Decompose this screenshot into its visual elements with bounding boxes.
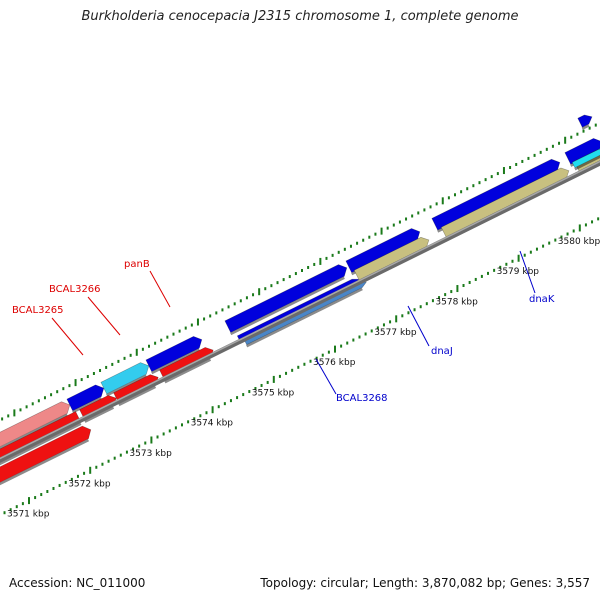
- tick-label: 3577 kbp: [374, 328, 417, 338]
- map-title: Burkholderia cenocepacia J2315 chromosom…: [81, 9, 519, 24]
- gene-features: [0, 114, 600, 488]
- gene-bcal3266-a-shadow: [72, 396, 102, 414]
- backbone-line: [0, 160, 600, 463]
- tick-label: 3574 kbp: [191, 419, 234, 429]
- tick-label: 3571 kbp: [7, 510, 50, 520]
- gene-rev-3572-shadow: [0, 422, 82, 466]
- gene-label[interactable]: dnaJ: [431, 346, 453, 357]
- gene-label-leader: [519, 250, 536, 294]
- outer-tick-track: [1, 123, 597, 421]
- gene-label[interactable]: BCAL3265: [12, 305, 64, 316]
- gene-bcal3266[interactable]: [100, 362, 150, 395]
- gene-bcal3268-shadow: [246, 287, 363, 348]
- gene-rev-lower[interactable]: [0, 425, 92, 488]
- gene-bcal3266-a[interactable]: [66, 384, 105, 412]
- gene-label[interactable]: panB: [124, 259, 150, 270]
- gene-dnaj-upstream-shadow: [230, 276, 345, 336]
- gene-panb-shadow: [151, 348, 200, 375]
- backbone: [0, 160, 600, 463]
- tick-label: 3573 kbp: [129, 449, 172, 459]
- gene-panb[interactable]: [145, 336, 203, 373]
- gene-dnaj-upstream[interactable]: [224, 264, 348, 333]
- gene-rev-3573-shadow: [84, 406, 115, 423]
- gene-edge-shadow: [581, 124, 590, 130]
- gene-label-leader: [87, 296, 121, 336]
- gene-bcal3265-shadow: [0, 413, 68, 450]
- gene-dnak[interactable]: [440, 167, 570, 239]
- tick-label: 3580 kbp: [558, 237, 600, 247]
- gene-labels: BCAL3265 BCAL3266 panB BCAL3268 dnaJ dnaK: [12, 250, 555, 404]
- tick-label: 3572 kbp: [68, 479, 111, 489]
- gene-label[interactable]: dnaK: [529, 294, 555, 305]
- accession-text: Accession: NC_011000: [9, 576, 146, 590]
- gene-label-leader: [149, 270, 171, 308]
- tick-label: 3576 kbp: [313, 358, 356, 368]
- tick-label: 3578 kbp: [435, 298, 478, 308]
- gene-edge[interactable]: [577, 114, 593, 128]
- gene-rev-3574-shadow: [164, 358, 212, 384]
- gene-cyan-3580-shadow: [574, 155, 600, 171]
- gene-label-leader: [407, 305, 430, 347]
- tick-label: 3579 kbp: [497, 267, 540, 277]
- gene-label-leader: [51, 317, 84, 356]
- gene-label[interactable]: BCAL3268: [336, 393, 388, 404]
- gene-label-leader: [315, 358, 337, 395]
- tick-label: 3575 kbp: [252, 388, 295, 398]
- gene-label[interactable]: BCAL3266: [49, 284, 101, 295]
- gene-rev-3573b-shadow: [118, 385, 157, 407]
- backbone-highlight: [0, 160, 600, 460]
- gene-bcal3265[interactable]: [0, 401, 71, 460]
- inner-tick-track: 3571 kbp 3572 kbp 3573 kbp 3574 kbp 3575 kbp…: [3, 217, 600, 520]
- topology-summary: Topology: circular; Length: 3,870,082 bp…: [260, 576, 590, 590]
- gene-rev-lower-shadow: [0, 438, 90, 486]
- gene-cyan-3580[interactable]: [571, 148, 600, 169]
- gene-bcal3266-shadow: [106, 374, 147, 397]
